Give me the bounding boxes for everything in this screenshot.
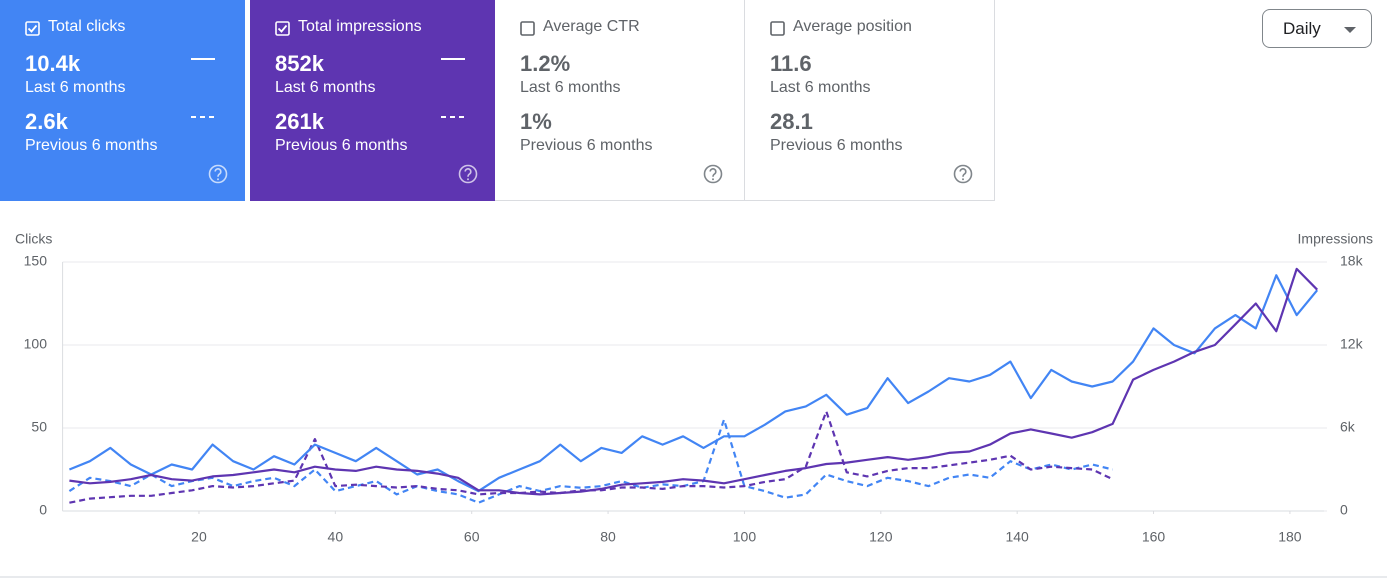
help-icon-mark (464, 168, 472, 177)
help-icon-dot (712, 178, 714, 181)
metric-period: Last 6 months (25, 79, 126, 96)
chart: Clicks Impressions 0 50 100 150 0 6k 12k 18k 20 4… (0, 231, 1387, 578)
y2-tick-label: 6k (1340, 419, 1356, 435)
help-icon-dot (467, 178, 469, 181)
x-tick-label: 40 (328, 529, 344, 545)
x-tick-label: 140 (1005, 529, 1029, 545)
y2-axis-title: Impressions (1298, 231, 1373, 247)
card-icons (25, 21, 228, 184)
help-icon-mark (214, 168, 222, 177)
metric-previous-period: Previous 6 months (770, 137, 903, 154)
x-tick-label: 20 (191, 529, 207, 545)
card-icons (520, 21, 723, 184)
metric-value: 11.6 (770, 51, 812, 76)
metric-card[interactable]: Average position 11.6 Last 6 months 28.1 Pre… (745, 0, 995, 201)
x-tick-label: 160 (1142, 529, 1166, 545)
y-axis-title: Clicks (15, 231, 52, 247)
checkbox (520, 21, 535, 36)
metric-card[interactable]: Average CTR 1.2% Last 6 months 1% Previous 6… (495, 0, 745, 201)
checkmark (277, 24, 288, 33)
metric-card[interactable]: Total clicks 10.4k Last 6 months 2.6k Previo… (0, 0, 245, 201)
metric-previous-period: Previous 6 months (275, 137, 408, 154)
checkbox (25, 21, 40, 36)
help-icon (953, 164, 973, 184)
x-tick-label: 180 (1278, 529, 1302, 545)
help-icon (458, 164, 478, 184)
help-icon (703, 164, 723, 184)
x-tick-label: 120 (869, 529, 893, 545)
metric-period: Last 6 months (520, 79, 621, 96)
checkbox (770, 21, 785, 36)
series-line (68, 418, 1113, 504)
metric-previous-value: 1% (520, 109, 552, 134)
help-icon-mark (709, 168, 717, 177)
y-tick-label: 150 (24, 253, 48, 269)
metric-previous-period: Previous 6 months (25, 137, 158, 154)
checkmark (27, 24, 38, 33)
card-icons (770, 21, 973, 184)
help-icon-mark (959, 168, 967, 177)
dropdown-arrow (1344, 27, 1356, 33)
metric-card[interactable]: Total impressions 852k Last 6 months 261k Pr… (250, 0, 495, 201)
help-icon-dot (962, 178, 964, 181)
y2-tick-label: 0 (1340, 502, 1348, 518)
x-tick-label: 100 (733, 529, 757, 545)
card-icons (275, 21, 478, 184)
help-icon (208, 164, 228, 184)
series-line (68, 274, 1319, 493)
metric-label: Average CTR (543, 18, 640, 35)
period-dropdown[interactable]: Daily (1262, 9, 1372, 48)
metric-period: Last 6 months (275, 79, 376, 96)
x-tick-label: 80 (600, 529, 616, 545)
metric-value: 852k (275, 51, 324, 76)
y2-tick-label: 18k (1340, 253, 1364, 269)
checkbox (275, 21, 290, 36)
y-tick-label: 100 (24, 336, 48, 352)
metric-previous-value: 2.6k (25, 109, 68, 134)
help-icon-dot (217, 178, 219, 181)
metric-label: Average position (793, 18, 912, 35)
series-line (69, 410, 1114, 504)
metric-value: 1.2% (520, 51, 571, 76)
y-tick-label: 50 (31, 419, 47, 435)
metric-previous-period: Previous 6 months (520, 137, 653, 154)
y-tick-label: 0 (39, 502, 47, 518)
x-tick-label: 60 (464, 529, 480, 545)
y2-tick-label: 12k (1340, 336, 1364, 352)
metric-period: Last 6 months (770, 79, 871, 96)
metric-previous-value: 261k (275, 109, 324, 134)
metric-previous-value: 28.1 (770, 109, 813, 134)
metric-label: Total impressions (298, 18, 422, 35)
dropdown-label: Daily (1283, 19, 1321, 38)
metric-label: Total clicks (48, 18, 126, 35)
metric-value: 10.4k (25, 51, 81, 76)
series-line (69, 267, 1318, 496)
